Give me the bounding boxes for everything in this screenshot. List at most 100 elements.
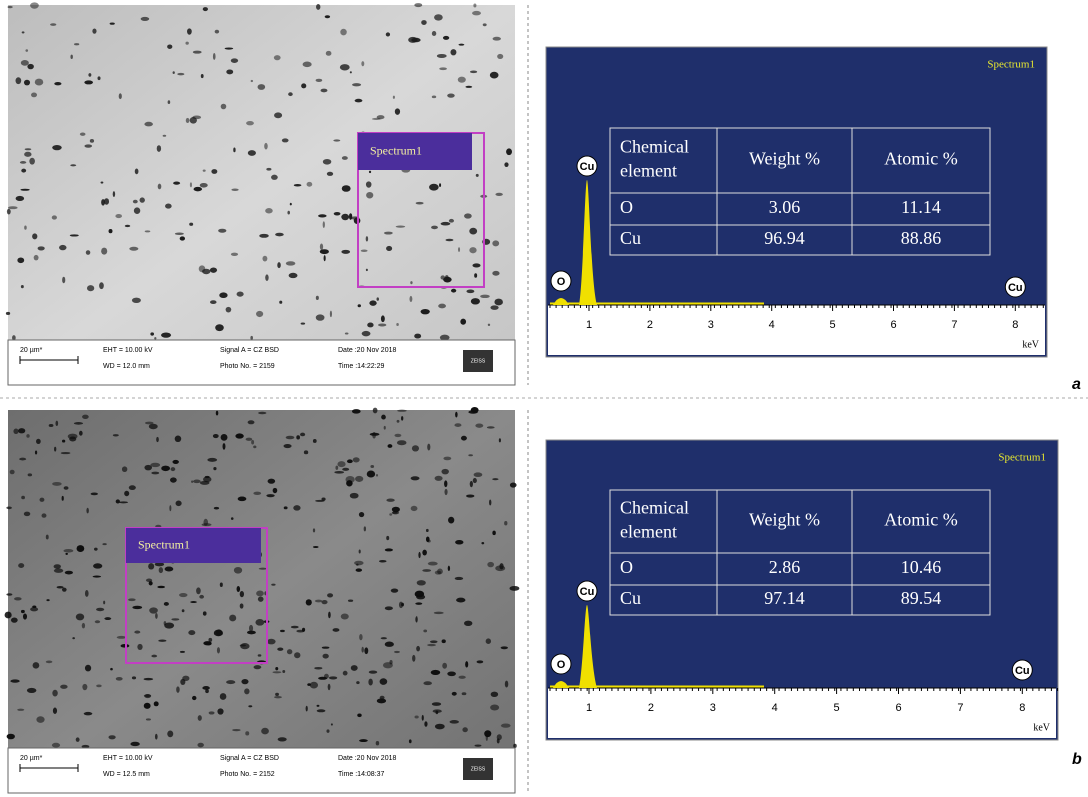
peak-label: Cu bbox=[580, 161, 595, 173]
pore bbox=[266, 494, 275, 498]
pore bbox=[219, 582, 223, 588]
pore bbox=[396, 440, 407, 446]
pore bbox=[128, 598, 136, 602]
pore bbox=[62, 276, 66, 284]
pore bbox=[45, 660, 53, 664]
pore bbox=[23, 79, 31, 86]
pore bbox=[73, 422, 84, 425]
pore bbox=[288, 92, 293, 97]
scale-bar bbox=[19, 764, 79, 772]
pore bbox=[322, 158, 332, 165]
pore bbox=[444, 488, 448, 496]
pore bbox=[115, 676, 123, 681]
pore bbox=[314, 599, 323, 603]
pore bbox=[82, 414, 89, 419]
pore bbox=[481, 541, 485, 545]
sem-image bbox=[8, 5, 515, 385]
peak-marker bbox=[1004, 276, 1026, 298]
pore bbox=[104, 617, 112, 621]
pore bbox=[202, 268, 211, 275]
pore bbox=[451, 691, 457, 696]
spectrum-label: Spectrum1 bbox=[138, 537, 190, 551]
pore bbox=[287, 210, 290, 215]
pore bbox=[81, 622, 86, 629]
pore bbox=[355, 475, 364, 482]
pore bbox=[451, 288, 457, 293]
pore bbox=[277, 647, 284, 651]
pore bbox=[154, 337, 157, 340]
pore bbox=[174, 232, 184, 236]
pore bbox=[312, 528, 316, 533]
pore bbox=[461, 692, 467, 696]
pore bbox=[163, 602, 169, 606]
pore bbox=[130, 741, 140, 747]
pore bbox=[359, 633, 363, 641]
pore bbox=[335, 465, 339, 470]
pore bbox=[275, 666, 279, 671]
pore bbox=[490, 691, 499, 697]
pore bbox=[128, 485, 136, 491]
pore bbox=[431, 95, 437, 99]
pore bbox=[376, 698, 387, 704]
pore bbox=[465, 85, 473, 88]
pore bbox=[158, 639, 167, 642]
pore bbox=[306, 181, 313, 187]
pore bbox=[358, 511, 365, 518]
pore bbox=[325, 50, 332, 56]
pore bbox=[444, 480, 448, 488]
pore bbox=[247, 150, 256, 156]
pore bbox=[172, 71, 175, 75]
x-tick-label: 6 bbox=[890, 319, 896, 331]
pore bbox=[473, 3, 477, 8]
pore bbox=[315, 499, 325, 502]
pore bbox=[359, 739, 368, 743]
pore bbox=[27, 473, 33, 477]
pore bbox=[245, 731, 250, 736]
scale-text: 20 µm* bbox=[20, 347, 43, 354]
pore bbox=[145, 718, 151, 721]
pore bbox=[10, 679, 20, 683]
pore bbox=[445, 238, 454, 242]
pore bbox=[360, 249, 368, 253]
pore bbox=[45, 534, 49, 540]
pore bbox=[21, 31, 25, 34]
pore bbox=[351, 409, 361, 414]
pore bbox=[116, 635, 126, 639]
pore bbox=[99, 282, 104, 290]
pore bbox=[210, 300, 217, 305]
pore bbox=[167, 44, 173, 49]
peak-marker bbox=[576, 155, 598, 177]
pore bbox=[293, 505, 301, 511]
cu-peak bbox=[579, 180, 597, 305]
pore bbox=[469, 247, 477, 254]
pore bbox=[231, 188, 239, 192]
pore bbox=[20, 285, 24, 289]
pore bbox=[425, 528, 429, 533]
pore bbox=[8, 206, 18, 210]
pore bbox=[115, 213, 122, 219]
pore bbox=[63, 486, 69, 490]
pore bbox=[12, 335, 16, 341]
pore bbox=[144, 230, 151, 233]
pore bbox=[61, 495, 64, 501]
pore bbox=[320, 88, 328, 93]
pore bbox=[341, 156, 348, 160]
spectrum-tag bbox=[358, 133, 472, 170]
logo: ZEISS bbox=[471, 766, 486, 772]
pore bbox=[302, 61, 312, 68]
pore bbox=[341, 185, 351, 192]
peak-label: O bbox=[557, 659, 566, 671]
pore bbox=[97, 76, 101, 81]
pore bbox=[23, 511, 31, 517]
pore bbox=[94, 547, 98, 551]
pore bbox=[494, 298, 503, 306]
pore bbox=[375, 740, 380, 746]
pore bbox=[164, 622, 175, 629]
pore bbox=[285, 261, 296, 266]
table-header: Chemical element bbox=[620, 498, 693, 542]
peak-label: Cu bbox=[1008, 282, 1023, 294]
pore bbox=[7, 5, 13, 9]
pore bbox=[52, 144, 62, 151]
pore bbox=[321, 600, 328, 605]
pore bbox=[349, 492, 359, 499]
